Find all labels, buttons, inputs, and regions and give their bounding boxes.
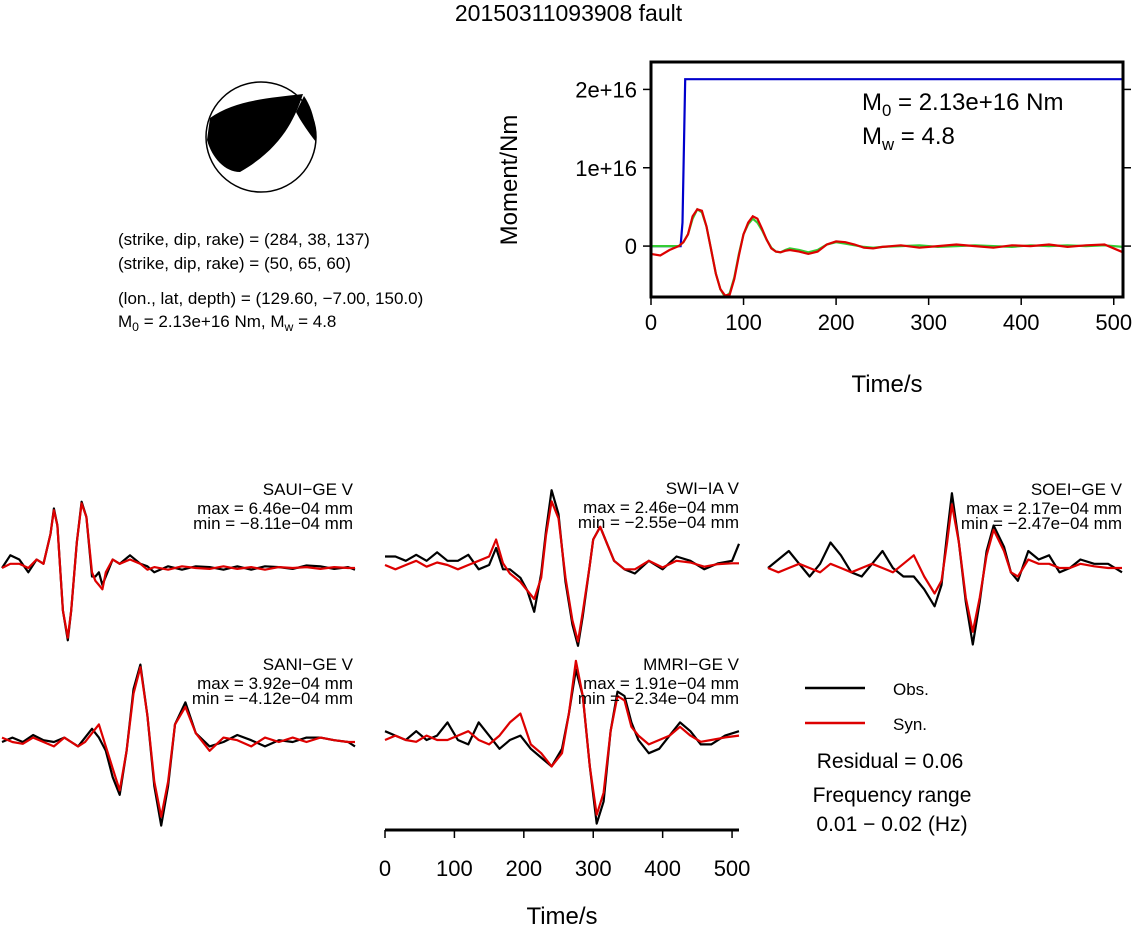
x-tick-label: 0 [379, 856, 391, 881]
synthetic-trace [1, 666, 355, 818]
residual-label: Residual = 0.06 [817, 750, 964, 773]
station-min: min = −2.34e−04 mm [578, 689, 739, 708]
station-max: max = 6.46e−04 mm [197, 499, 353, 518]
mechanism-plane2: (strike, dip, rake) = (50, 65, 60) [118, 254, 351, 273]
x-tick-label: 100 [436, 856, 473, 881]
legend-syn-label: Syn. [893, 715, 927, 734]
station-min: min = −8.11e−04 mm [193, 514, 353, 533]
mechanism-plane1: (strike, dip, rake) = (284, 38, 137) [118, 230, 370, 249]
beachball-icon [205, 81, 317, 193]
legend-obs-label: Obs. [893, 680, 929, 699]
moment-series-line [651, 207, 1124, 299]
station-label: SANI−GE V [263, 655, 354, 674]
synthetic-trace [767, 503, 1122, 633]
station-max: max = 3.92e−04 mm [197, 674, 353, 693]
magnitude-annotation: Mw = 4.8 [862, 123, 955, 154]
station-max: max = 1.91e−04 mm [583, 674, 739, 693]
mechanism-location: (lon., lat, depth) = (129.60, −7.00, 150… [118, 289, 424, 308]
moment-rate-chart: 0 100 200 300 400 500 0 1e+16 2e+16 Time/s Moment/… [496, 60, 1132, 398]
y-tick-label: 2e+16 [575, 77, 637, 102]
y-axis-label: Moment/Nm [496, 115, 523, 246]
mechanism-moment: M0 = 2.13e+16 Nm, Mw = 4.8 [118, 312, 337, 334]
x-axis-label: Time/s [526, 903, 597, 926]
x-tick-label: 200 [818, 310, 855, 335]
x-tick-label: 400 [644, 856, 681, 881]
frequency-value: 0.01 − 0.02 (Hz) [816, 813, 967, 836]
moment-annotation: M0 = 2.13e+16 Nm [862, 89, 1063, 120]
station-label: MMRI−GE V [643, 655, 740, 674]
x-tick-label: 400 [1003, 310, 1040, 335]
observed-trace [767, 492, 1123, 646]
station-label: SOEI−GE V [1031, 480, 1123, 499]
x-tick-label: 300 [910, 310, 947, 335]
x-tick-label: 100 [725, 310, 762, 335]
y-tick-label: 1e+16 [575, 156, 637, 181]
station-min: min = −4.12e−04 mm [192, 689, 353, 708]
station-min: min = −2.55e−04 mm [578, 513, 739, 532]
synthetic-trace [384, 659, 740, 816]
x-tick-label: 200 [505, 856, 542, 881]
moment-plot-frame [649, 60, 1125, 299]
y-tick-label: 0 [625, 234, 637, 259]
x-tick-label: 0 [645, 310, 657, 335]
synthetic-trace [384, 500, 739, 643]
x-axis-label: Time/s [851, 371, 922, 398]
station-max: max = 2.46e−04 mm [583, 498, 739, 517]
x-tick-label: 300 [575, 856, 612, 881]
frequency-label: Frequency range [813, 784, 972, 807]
x-tick-label: 500 [1095, 310, 1132, 335]
station-label: SAUI−GE V [263, 480, 354, 499]
x-tick-label: 500 [714, 856, 751, 881]
figure-title: 20150311093908 fault [454, 0, 683, 26]
station-min: min = −2.47e−04 mm [961, 514, 1122, 533]
station-max: max = 2.17e−04 mm [966, 499, 1122, 518]
moment-series-line [650, 207, 1124, 297]
synthetic-trace [1, 502, 355, 639]
station-label: SWI−IA V [666, 479, 740, 498]
